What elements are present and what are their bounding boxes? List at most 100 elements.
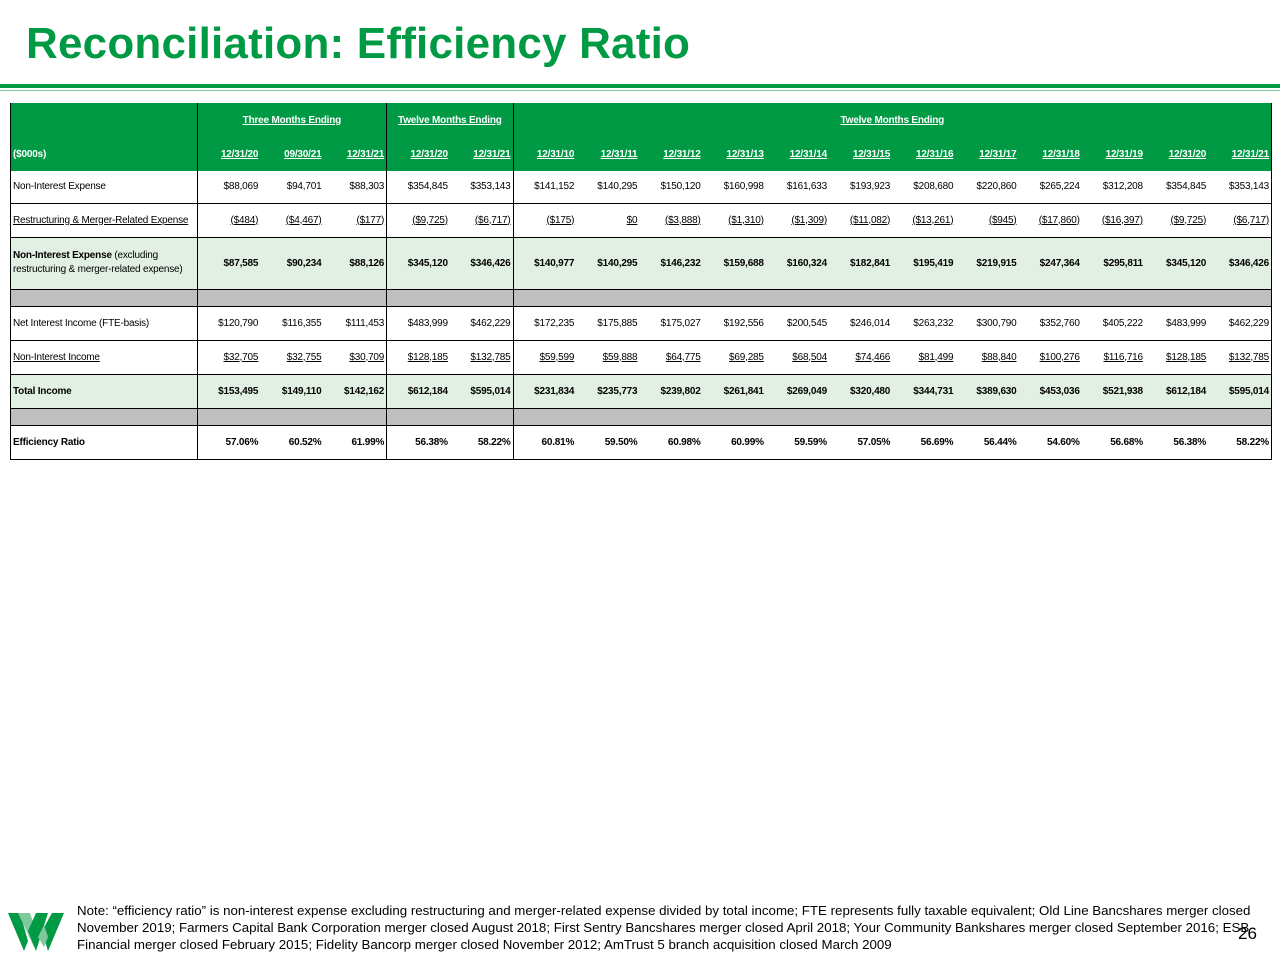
table-cell: 60.81% (513, 425, 577, 460)
group-header-row: Three Months Ending Twelve Months Ending T… (10, 103, 1273, 137)
table-cell: $246,014 (828, 306, 893, 341)
table-cell: 59.59% (765, 425, 829, 460)
table-cell: 56.68% (1081, 425, 1145, 460)
table-cell: $220,860 (955, 171, 1019, 204)
table-cell: 58.22% (449, 425, 514, 460)
table-cell: ($11,082) (828, 203, 893, 238)
table-row: Restructuring & Merger-Related Expense ($… (10, 203, 1273, 238)
table-cell: $59,888 (576, 340, 640, 375)
table-cell: $160,998 (702, 171, 766, 204)
column-header: 12/31/12 (639, 137, 703, 171)
table-cell: $195,419 (892, 237, 956, 290)
table-cell: $239,802 (639, 374, 703, 409)
title-divider (0, 84, 1280, 88)
table-row: Total Income $153,495 $149,110 $142,162 $612… (10, 374, 1273, 409)
column-header: 12/31/10 (513, 137, 577, 171)
table-cell: $32,755 (260, 340, 324, 375)
table-cell: $462,229 (1208, 306, 1273, 341)
table-cell: $100,276 (1018, 340, 1082, 375)
table-cell: ($13,261) (892, 203, 956, 238)
table-cell: $453,036 (1018, 374, 1082, 409)
table-cell: 56.38% (1144, 425, 1209, 460)
table-cell: $208,680 (892, 171, 956, 204)
column-header: 12/31/21 (449, 137, 514, 171)
table-cell: $88,303 (323, 171, 388, 204)
table-cell: $30,709 (323, 340, 388, 375)
column-header-row: ($000s) 12/31/20 09/30/21 12/31/21 12/31/20 1… (10, 137, 1273, 171)
table-cell: $59,599 (513, 340, 577, 375)
table-cell: ($9,725) (1144, 203, 1209, 238)
table-cell: $111,453 (323, 306, 388, 341)
table-cell: $200,545 (765, 306, 829, 341)
footnote: Note: “efficiency ratio” is non-interest… (77, 903, 1251, 952)
table-cell: $261,841 (702, 374, 766, 409)
row-label: Net Interest Income (FTE-basis) (10, 306, 198, 341)
column-header: 09/30/21 (260, 137, 324, 171)
column-header: 12/31/16 (892, 137, 956, 171)
table-cell: $88,126 (323, 237, 388, 290)
table-cell: $353,143 (449, 171, 514, 204)
table-cell: $231,834 (513, 374, 577, 409)
table-cell: $140,295 (576, 171, 640, 204)
title-divider-thin (0, 90, 1280, 91)
table-cell: $149,110 (260, 374, 324, 409)
column-header: 12/31/19 (1081, 137, 1145, 171)
table-cell: $353,143 (1208, 171, 1273, 204)
table-cell: $612,184 (386, 374, 450, 409)
table-cell: ($17,860) (1018, 203, 1082, 238)
table-cell: $182,841 (828, 237, 893, 290)
table-cell: $346,426 (449, 237, 514, 290)
table-cell: $345,120 (386, 237, 450, 290)
table-cell: $344,731 (892, 374, 956, 409)
column-header: 12/31/13 (702, 137, 766, 171)
table-cell: $0 (576, 203, 640, 238)
table-cell: $132,785 (1208, 340, 1273, 375)
group-header: Three Months Ending (197, 103, 388, 137)
table-cell: $140,977 (513, 237, 577, 290)
table-cell: $462,229 (449, 306, 514, 341)
group-header: Twelve Months Ending (513, 103, 1273, 137)
table-cell: $160,324 (765, 237, 829, 290)
table-cell: $161,633 (765, 171, 829, 204)
table-cell: 56.44% (955, 425, 1019, 460)
row-label-main: Non-Interest Expense (13, 250, 112, 261)
table-cell: $141,152 (513, 171, 577, 204)
table-cell: $175,885 (576, 306, 640, 341)
table-row: Non-Interest Expense $88,069 $94,701 $88,30… (10, 171, 1273, 204)
table-row: Non-Interest Expense (excluding restruct… (10, 237, 1273, 290)
table-cell: $81,499 (892, 340, 956, 375)
spacer-row (10, 408, 1273, 426)
table-cell: $235,773 (576, 374, 640, 409)
table-cell: $32,705 (197, 340, 261, 375)
table-cell: $612,184 (1144, 374, 1209, 409)
table-cell: $69,285 (702, 340, 766, 375)
table-cell: ($1,309) (765, 203, 829, 238)
table-cell: 56.38% (386, 425, 450, 460)
table-cell: $352,760 (1018, 306, 1082, 341)
row-label: Non-Interest Income (10, 340, 198, 375)
table-cell: ($945) (955, 203, 1019, 238)
column-header: 12/31/21 (323, 137, 388, 171)
row-label: Non-Interest Expense (excluding restruct… (10, 237, 198, 290)
table-cell: $521,938 (1081, 374, 1145, 409)
column-header: 12/31/11 (576, 137, 640, 171)
column-header: 12/31/21 (1208, 137, 1273, 171)
column-header: 12/31/15 (828, 137, 893, 171)
table-cell: $346,426 (1208, 237, 1273, 290)
table-cell: ($4,467) (260, 203, 324, 238)
table-cell: ($6,717) (1208, 203, 1273, 238)
table-cell: ($3,888) (639, 203, 703, 238)
table-cell: $120,790 (197, 306, 261, 341)
table-cell: $74,466 (828, 340, 893, 375)
table-cell: $354,845 (386, 171, 450, 204)
table-cell: $153,495 (197, 374, 261, 409)
table-cell: $389,630 (955, 374, 1019, 409)
table-cell: $142,162 (323, 374, 388, 409)
table-cell: ($175) (513, 203, 577, 238)
row-label-suffix: (excluding restructuring & merger-relate… (13, 250, 183, 275)
table-cell: $312,208 (1081, 171, 1145, 204)
table-cell: 57.06% (197, 425, 261, 460)
column-header: 12/31/17 (955, 137, 1019, 171)
table-cell: $175,027 (639, 306, 703, 341)
table-cell: 57.05% (828, 425, 893, 460)
